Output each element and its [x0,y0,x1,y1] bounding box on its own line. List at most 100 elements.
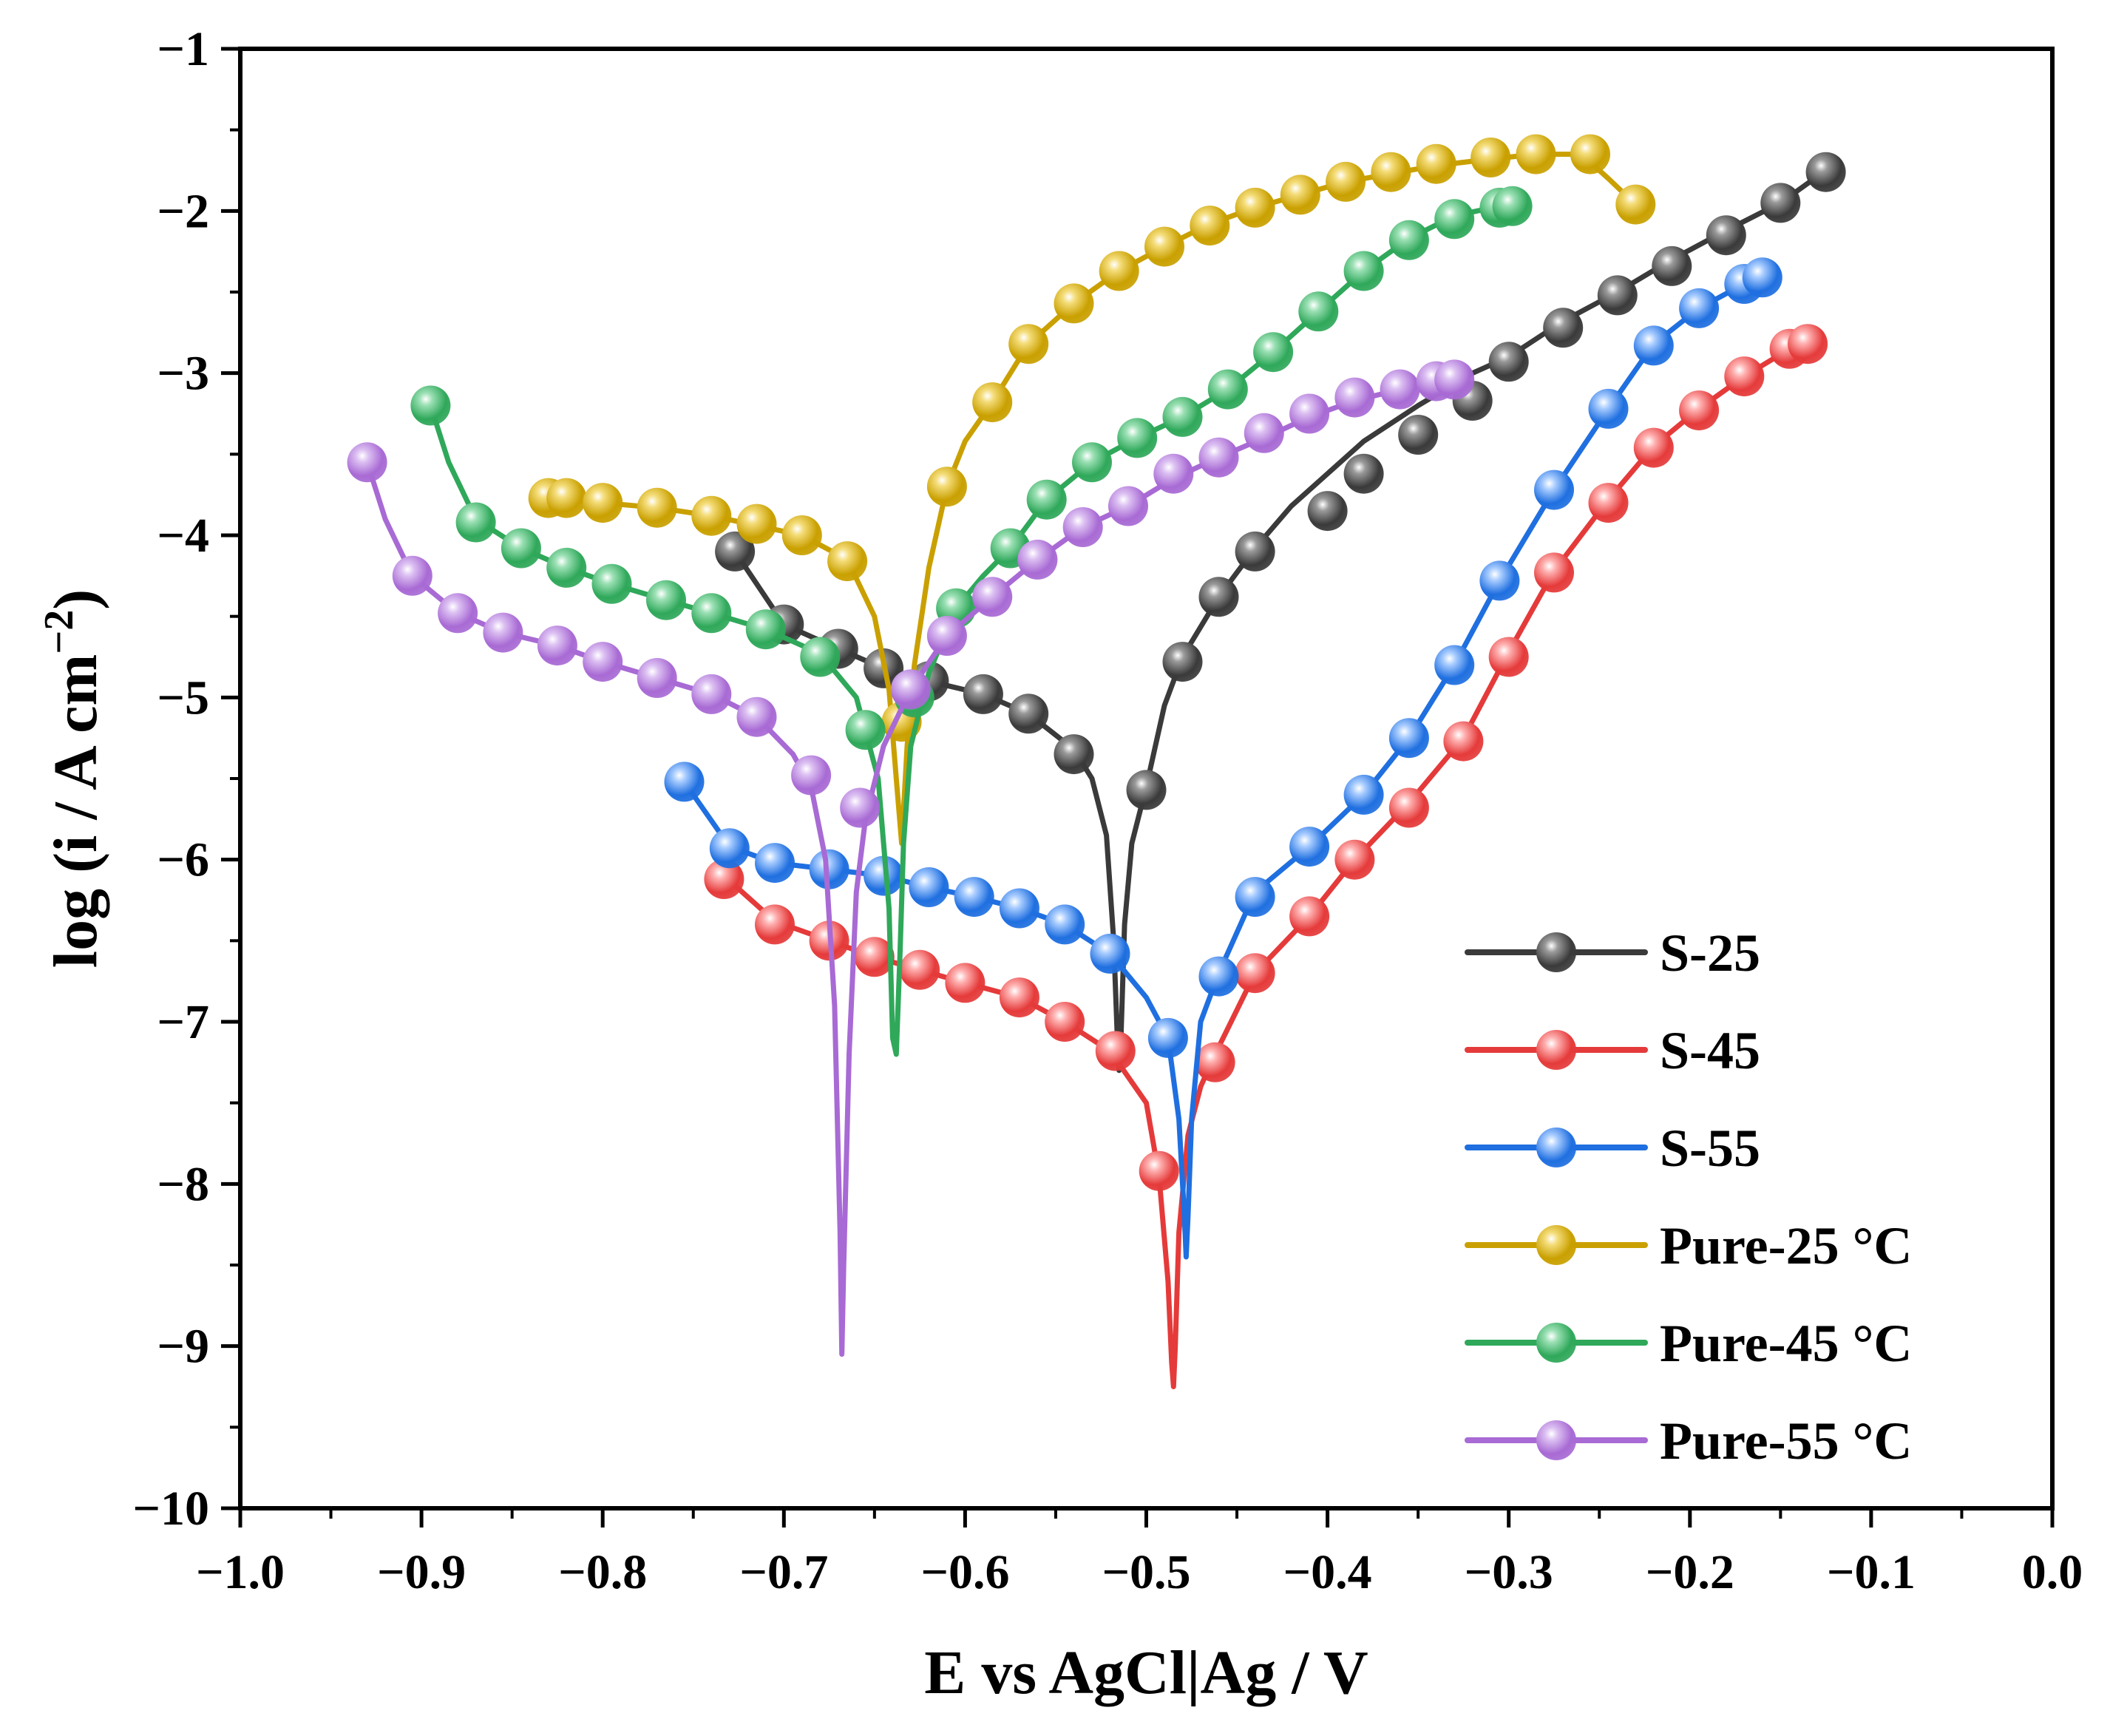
data-point-pure-45-c [691,593,732,634]
data-point-pure-25-c [1280,174,1320,215]
data-point-s-45 [1633,427,1674,468]
data-point-s-45 [1679,390,1720,431]
series-s-25 [715,152,1846,1074]
data-point-pure-45-c [1343,251,1384,291]
data-point-s-25 [1162,642,1203,682]
data-point-pure-25-c [972,382,1013,423]
data-point-s-25 [1652,245,1692,286]
x-tick-label: −0.1 [1827,1545,1916,1599]
data-point-pure-45-c [845,710,886,750]
data-point-pure-45-c [1492,186,1533,226]
y-tick-label: −3 [157,347,209,401]
data-point-pure-25-c [583,483,623,523]
legend-marker [1536,1420,1576,1460]
data-point-pure-55-c [537,625,577,666]
data-point-pure-45-c [455,502,496,543]
data-point-s-55 [809,849,849,889]
data-point-pure-45-c [1298,291,1339,332]
data-point-pure-45-c [1026,479,1067,520]
y-tick-label: −5 [157,671,209,725]
legend: S-25 S-45 S-55 Pure-25 °C Pure-45 °C Pure-55 … [1465,923,1912,1471]
data-point-s-45 [1045,1002,1085,1042]
data-point-pure-55-c [1198,437,1239,478]
series-s-45 [704,324,1828,1389]
data-point-s-55 [1479,560,1520,601]
data-point-pure-55-c [1334,377,1375,418]
legend-marker [1536,932,1576,972]
data-point-s-25 [963,674,1003,714]
data-point-pure-25-c [637,487,677,528]
data-point-pure-25-c [926,467,967,507]
data-point-pure-25-c [1235,187,1275,228]
data-point-s-25 [1398,415,1439,455]
data-point-s-45 [1534,552,1574,593]
legend-item-s-55: S-55 [1465,1119,1760,1178]
legend-label: Pure-25 °C [1660,1216,1912,1275]
data-point-s-55 [1633,325,1674,366]
data-point-s-25 [1597,275,1638,316]
x-tick-label: −0.8 [558,1545,647,1599]
data-point-pure-25-c [546,478,587,518]
data-point-pure-45-c [1434,199,1475,240]
data-point-s-25 [1126,770,1167,810]
data-point-s-55 [664,762,705,802]
data-point-s-55 [1742,257,1782,298]
y-tick-label: −7 [157,995,209,1049]
data-point-pure-45-c [1388,220,1429,260]
data-point-pure-25-c [691,495,732,536]
legend-item-s-45: S-45 [1465,1021,1760,1080]
data-point-s-45 [1334,839,1375,880]
data-point-s-45 [945,963,986,1003]
data-point-s-55 [1434,645,1475,685]
legend-label: S-25 [1660,923,1760,983]
data-point-s-45 [1095,1031,1136,1071]
y-tick-label: −6 [157,833,209,887]
series-pure-45-c [410,186,1533,1057]
data-point-pure-25-c [1326,161,1366,202]
data-point-pure-55-c [1289,393,1330,434]
data-point-s-55 [1090,933,1130,974]
data-point-s-45 [1235,953,1275,994]
data-point-pure-55-c [347,442,387,483]
y-tick-label: −2 [157,184,209,238]
legend-label: S-45 [1660,1021,1760,1080]
data-point-s-55 [755,843,795,884]
data-point-pure-25-c [1570,134,1610,174]
data-point-pure-25-c [1615,184,1656,225]
legend-item-pure-25-c: Pure-25 °C [1465,1216,1912,1275]
data-point-pure-55-c [392,555,432,596]
data-point-pure-55-c [1380,369,1420,410]
legend-label: S-55 [1660,1119,1760,1178]
data-point-s-55 [1388,718,1429,759]
data-point-pure-25-c [1144,226,1184,267]
data-point-pure-55-c [1153,453,1194,494]
data-point-s-25 [1543,308,1584,348]
data-point-pure-55-c [840,787,881,828]
data-point-s-45 [1195,1042,1235,1082]
legend-marker [1536,1225,1576,1265]
legend-item-s-25: S-25 [1465,923,1760,983]
data-point-s-45 [1724,356,1765,397]
x-tick-label: −1.0 [196,1545,285,1599]
data-point-s-25 [1805,152,1846,192]
data-point-s-45 [1788,324,1828,365]
data-point-s-25 [1488,342,1529,382]
data-point-pure-55-c [972,577,1013,617]
data-point-s-45 [755,904,795,945]
data-point-pure-55-c [736,696,777,737]
data-point-pure-45-c [646,580,686,620]
x-tick-label: −0.2 [1646,1545,1734,1599]
y-tick-label: −9 [157,1320,209,1374]
axis-ticks [221,47,2055,1528]
data-point-pure-25-c [1099,251,1139,291]
series-pure-55-c [347,359,1475,1357]
series-s-55 [664,257,1782,1260]
data-point-pure-55-c [691,674,732,714]
series-line-pure-55-c [364,376,1457,1357]
x-tick-label: −0.5 [1102,1545,1190,1599]
data-point-pure-25-c [1190,206,1230,246]
curves-layer [347,134,1846,1389]
y-axis-title-main: log (i / A cm [41,654,110,969]
data-point-s-45 [1588,483,1629,523]
